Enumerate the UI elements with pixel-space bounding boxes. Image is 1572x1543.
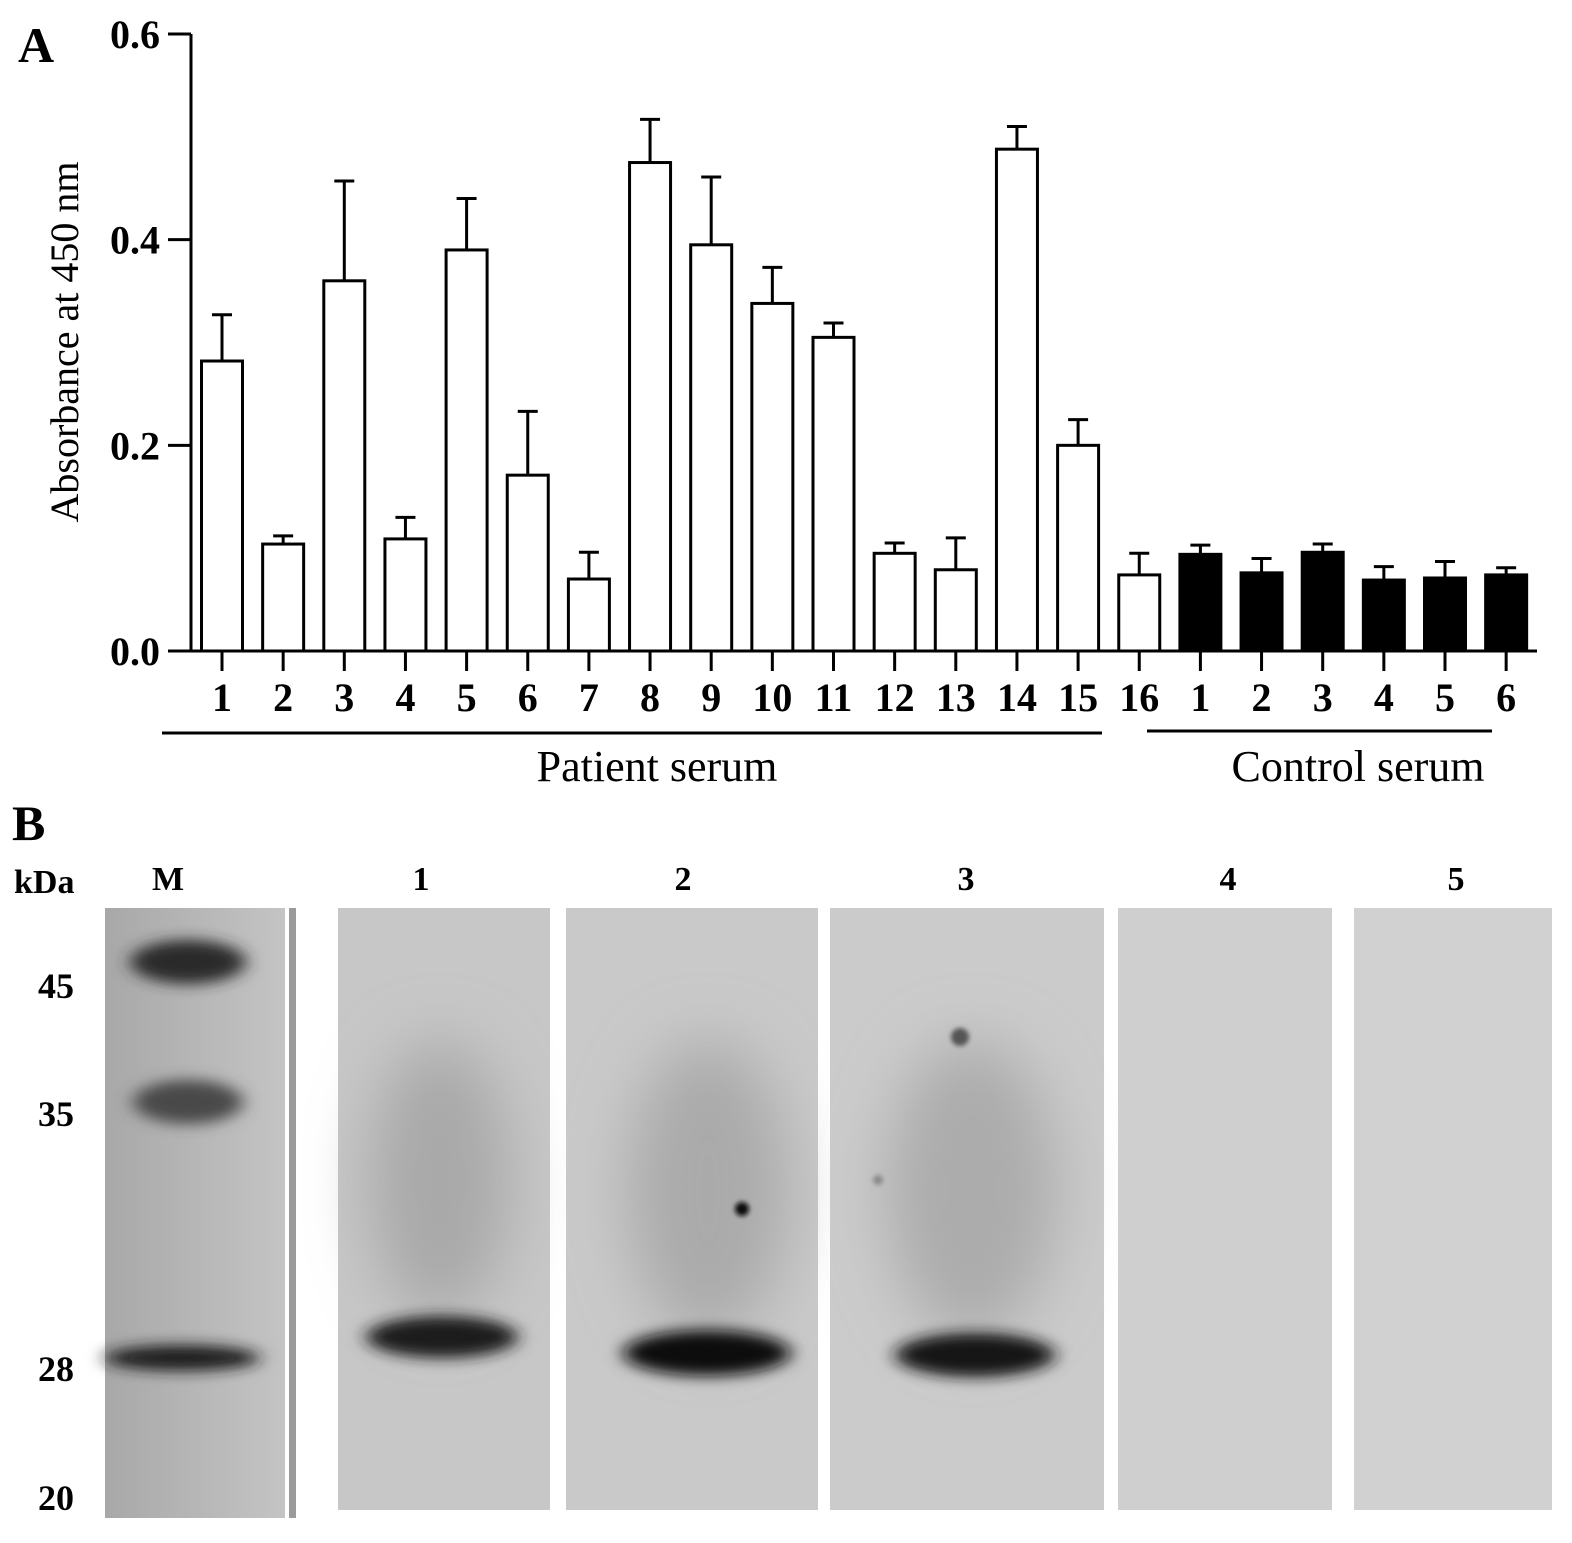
x-tick-label: 3 <box>1313 675 1333 720</box>
bar <box>1484 573 1529 653</box>
x-tick-label: 14 <box>997 675 1037 720</box>
x-tick-label: 5 <box>457 675 477 720</box>
panel-b-label: B <box>12 795 45 851</box>
x-tick-label: 12 <box>875 675 915 720</box>
y-tick-label: 0.2 <box>110 423 160 468</box>
kda-label: kDa <box>14 864 74 901</box>
marker-size-20: 20 <box>38 1478 74 1518</box>
bar <box>1056 443 1101 653</box>
bar <box>811 335 856 653</box>
marker-band-35 <box>133 1080 243 1124</box>
marker-size-28: 28 <box>38 1349 74 1389</box>
bar <box>1300 550 1345 653</box>
band-lane-3 <box>895 1333 1055 1377</box>
y-tick-label: 0.6 <box>110 12 160 57</box>
x-tick-label: 4 <box>1374 675 1394 720</box>
bar <box>566 577 611 653</box>
control-group-label: Control serum <box>1232 742 1485 791</box>
bar <box>872 551 917 653</box>
x-tick-label: 11 <box>815 675 853 720</box>
bar <box>1239 571 1284 653</box>
marker-lane <box>104 908 296 1518</box>
bar <box>1178 552 1223 653</box>
blot-lane-5 <box>1354 908 1552 1510</box>
bar <box>689 243 734 653</box>
bar <box>261 542 306 653</box>
marker-lane-label: M <box>152 861 184 898</box>
x-tick-label: 8 <box>640 675 660 720</box>
bar <box>1117 573 1162 653</box>
x-tick-label: 1 <box>212 675 232 720</box>
x-tick-label: 4 <box>395 675 415 720</box>
band-lane-1 <box>366 1316 518 1358</box>
x-tick-label: 16 <box>1119 675 1159 720</box>
bar <box>628 161 673 653</box>
bar <box>322 279 367 653</box>
bar <box>444 248 489 653</box>
y-tick-label: 0.0 <box>110 629 160 674</box>
bar <box>200 359 244 653</box>
bar <box>1423 576 1467 653</box>
x-tick-label: 15 <box>1058 675 1098 720</box>
x-tick-label: 13 <box>936 675 976 720</box>
band-lane-2 <box>623 1330 791 1376</box>
patient-group-label: Patient serum <box>537 742 778 791</box>
bar <box>383 537 428 653</box>
blot-lane-4 <box>1118 908 1332 1510</box>
y-tick-label: 0.4 <box>110 218 160 263</box>
bar <box>505 473 550 653</box>
blot-lane-3 <box>830 908 1104 1510</box>
marker-band-45 <box>130 940 246 984</box>
x-tick-label: 5 <box>1435 675 1455 720</box>
x-tick-label: 10 <box>752 675 792 720</box>
bar <box>1361 578 1406 653</box>
x-tick-label: 3 <box>334 675 354 720</box>
marker-band-28 <box>104 1345 260 1371</box>
lane-5-label: 5 <box>1448 861 1465 898</box>
lane-3-label: 3 <box>958 861 975 898</box>
lane-2-label: 2 <box>675 861 692 898</box>
bar <box>933 568 978 653</box>
blot-lane-1 <box>338 908 550 1510</box>
marker-size-45: 45 <box>38 966 74 1006</box>
x-tick-label: 9 <box>701 675 721 720</box>
x-tick-label: 6 <box>518 675 538 720</box>
x-tick-label: 1 <box>1190 675 1210 720</box>
x-tick-label: 7 <box>579 675 599 720</box>
marker-size-35: 35 <box>38 1094 74 1134</box>
lane-1-label: 1 <box>413 861 430 898</box>
blot-lane-2 <box>566 908 818 1510</box>
panel-a-label: A <box>18 17 54 73</box>
x-tick-label: 2 <box>273 675 293 720</box>
lane-4-label: 4 <box>1220 861 1237 898</box>
y-axis-label: Absorbance at 450 nm <box>42 161 87 522</box>
bar <box>750 301 795 653</box>
x-tick-label: 2 <box>1252 675 1272 720</box>
x-tick-label: 6 <box>1496 675 1516 720</box>
bar <box>994 147 1039 653</box>
